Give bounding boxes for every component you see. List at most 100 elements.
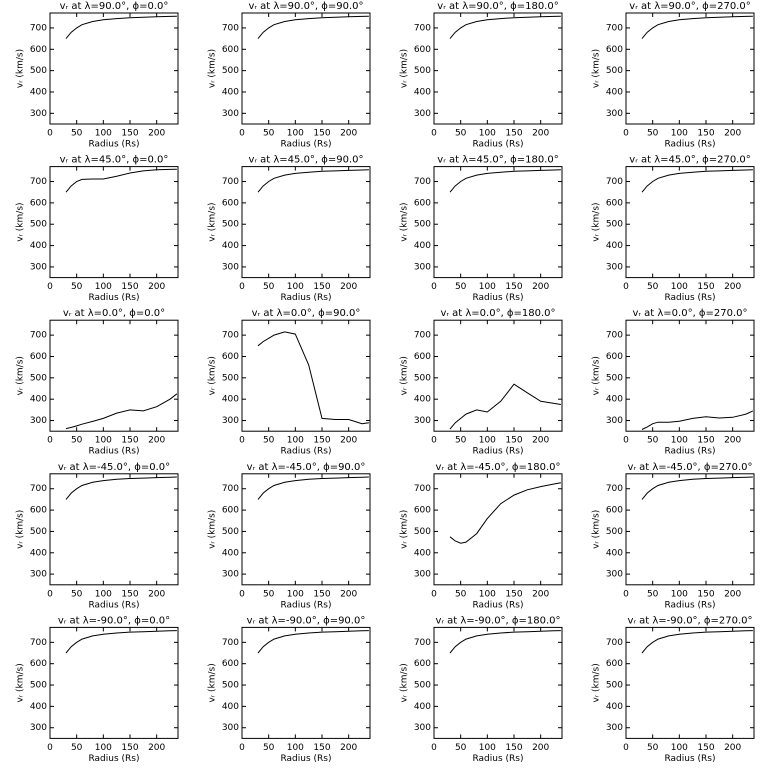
data-line	[65, 168, 177, 193]
x-tick-label: 150	[313, 436, 330, 446]
plot-frame	[625, 166, 755, 279]
y-tick-label: 600	[414, 45, 431, 55]
x-axis-label: Radius (Rs)	[472, 754, 523, 764]
y-tick-label: 400	[30, 241, 47, 251]
data-line	[257, 331, 369, 425]
y-tick-label: 300	[606, 416, 623, 426]
x-tick-label: 200	[148, 129, 165, 139]
x-axis-label: Radius (Rs)	[88, 600, 139, 610]
y-tick-label: 700	[30, 177, 47, 187]
x-axis-label: Radius (Rs)	[280, 754, 331, 764]
x-tick-label: 0	[239, 436, 245, 446]
y-tick-label: 600	[222, 352, 239, 362]
x-tick-label: 200	[724, 436, 741, 446]
plot-frame	[625, 12, 755, 125]
data-line	[65, 15, 177, 39]
chart-title: vᵣ at λ=0.0°, ϕ=90.0°	[252, 308, 361, 319]
x-tick-label: 150	[697, 282, 714, 292]
y-tick-label: 300	[30, 109, 47, 119]
x-tick-label: 50	[647, 436, 659, 446]
x-tick-label: 50	[71, 589, 83, 599]
x-tick-label: 200	[148, 282, 165, 292]
y-tick-label: 500	[414, 373, 431, 383]
y-axis-label: vᵣ (km/s)	[208, 49, 218, 88]
x-tick-label: 0	[623, 589, 629, 599]
x-tick-label: 150	[121, 589, 138, 599]
y-axis-label: vᵣ (km/s)	[592, 202, 602, 241]
data-line	[65, 630, 177, 654]
y-tick-label: 700	[222, 331, 239, 341]
x-tick-label: 150	[121, 436, 138, 446]
x-tick-label: 50	[71, 743, 83, 753]
x-tick-label: 100	[95, 129, 112, 139]
y-tick-label: 700	[414, 484, 431, 494]
x-tick-label: 100	[287, 129, 304, 139]
y-tick-label: 500	[222, 66, 239, 76]
x-tick-label: 50	[455, 589, 467, 599]
x-tick-label: 0	[239, 282, 245, 292]
y-tick-label: 700	[222, 177, 239, 187]
data-line	[449, 169, 561, 193]
x-tick-label: 0	[623, 436, 629, 446]
y-tick-label: 300	[414, 723, 431, 733]
chart-title: vᵣ at λ=-90.0°, ϕ=0.0°	[58, 615, 170, 626]
data-line	[641, 15, 753, 39]
x-axis-label: Radius (Rs)	[88, 140, 139, 150]
x-tick-label: 100	[671, 743, 688, 753]
y-tick-label: 400	[414, 241, 431, 251]
data-line	[641, 169, 753, 193]
x-tick-label: 150	[313, 282, 330, 292]
y-tick-label: 700	[606, 23, 623, 33]
x-tick-label: 100	[95, 589, 112, 599]
y-axis-label: vᵣ (km/s)	[592, 356, 602, 395]
x-tick-label: 0	[431, 282, 437, 292]
data-line	[449, 630, 561, 654]
plot-frame	[433, 166, 563, 279]
y-axis-label: vᵣ (km/s)	[400, 356, 410, 395]
chart-title: vᵣ at λ=90.0°, ϕ=270.0°	[629, 1, 750, 12]
x-tick-label: 100	[95, 743, 112, 753]
y-axis-label: vᵣ (km/s)	[16, 663, 26, 702]
y-tick-label: 500	[606, 220, 623, 230]
y-tick-label: 600	[222, 198, 239, 208]
data-line	[257, 15, 369, 39]
y-tick-label: 700	[30, 484, 47, 494]
y-tick-label: 600	[606, 45, 623, 55]
x-tick-label: 200	[340, 589, 357, 599]
chart-title: vᵣ at λ=-90.0°, ϕ=90.0°	[247, 615, 366, 626]
x-tick-label: 150	[505, 436, 522, 446]
y-tick-label: 400	[30, 548, 47, 558]
y-tick-label: 300	[414, 262, 431, 272]
x-tick-label: 0	[239, 589, 245, 599]
y-tick-label: 700	[222, 23, 239, 33]
chart-title: vᵣ at λ=0.0°, ϕ=0.0°	[63, 308, 165, 319]
data-line	[257, 630, 369, 654]
x-tick-label: 150	[697, 743, 714, 753]
x-tick-label: 100	[671, 589, 688, 599]
y-tick-label: 600	[222, 45, 239, 55]
x-tick-label: 200	[340, 129, 357, 139]
x-tick-label: 200	[340, 282, 357, 292]
y-tick-label: 500	[30, 220, 47, 230]
y-tick-label: 400	[222, 395, 239, 405]
plot-frame	[241, 319, 371, 432]
y-axis-label: vᵣ (km/s)	[592, 510, 602, 549]
x-tick-label: 150	[121, 743, 138, 753]
x-tick-label: 0	[47, 282, 53, 292]
y-axis-label: vᵣ (km/s)	[592, 663, 602, 702]
x-tick-label: 100	[287, 589, 304, 599]
y-tick-label: 500	[606, 527, 623, 537]
y-tick-label: 400	[222, 702, 239, 712]
y-tick-label: 300	[30, 416, 47, 426]
x-tick-label: 100	[287, 743, 304, 753]
x-axis-label: Radius (Rs)	[472, 447, 523, 457]
y-tick-label: 500	[222, 220, 239, 230]
x-tick-label: 0	[623, 282, 629, 292]
y-tick-label: 300	[222, 723, 239, 733]
y-axis-label: vᵣ (km/s)	[208, 663, 218, 702]
chart-title: vᵣ at λ=90.0°, ϕ=0.0°	[60, 1, 169, 12]
y-tick-label: 600	[30, 45, 47, 55]
y-tick-label: 400	[414, 548, 431, 558]
y-tick-label: 600	[30, 198, 47, 208]
x-tick-label: 0	[239, 743, 245, 753]
